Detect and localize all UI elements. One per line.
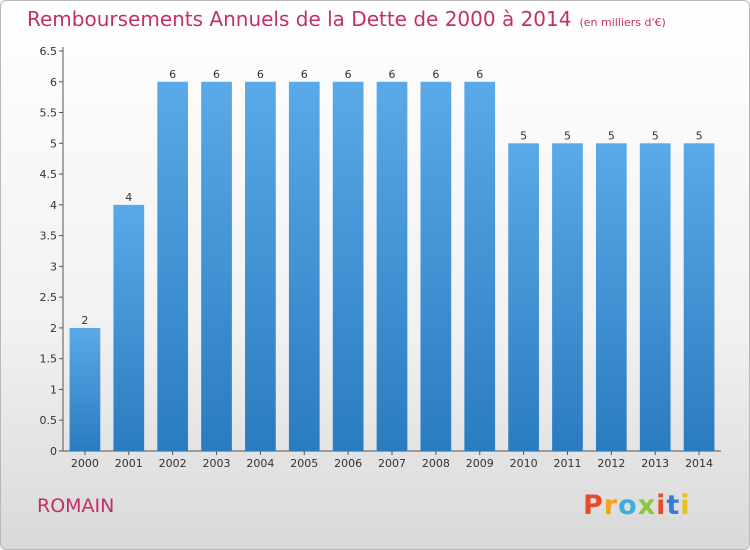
logo-letter: t	[666, 490, 681, 521]
proxiti-logo[interactable]: Proxiti	[583, 490, 691, 521]
bar-2000	[69, 327, 101, 451]
data-label-2014: 5	[696, 129, 703, 142]
chart-title: Remboursements Annuels de la Dette de 20…	[27, 7, 666, 31]
bar-2011	[552, 143, 583, 452]
y-tick-label: 4.5	[40, 168, 58, 181]
data-labels: 2 4 6 6 6 6 6 6 6 6 5 5 5 5 5	[81, 68, 702, 327]
bar-2001	[113, 204, 145, 451]
y-tick-label: 2.5	[40, 291, 58, 304]
data-label-2004: 6	[257, 68, 264, 81]
x-tick-label-2005: 2005	[290, 457, 318, 470]
y-axis: 0 0.5 1 1.5 2 2.5 3 3.5 4 4.5 5 5.5 6 6.5	[40, 45, 64, 458]
x-tick-label-2009: 2009	[466, 457, 494, 470]
x-tick-label-2014: 2014	[685, 457, 713, 470]
bar-2013	[639, 143, 671, 452]
bar-2008	[420, 81, 452, 452]
x-tick-label-2007: 2007	[378, 457, 406, 470]
x-tick-label-2003: 2003	[203, 457, 231, 470]
y-tick-label: 2	[50, 322, 57, 335]
data-label-2005: 6	[301, 68, 308, 81]
bar-2009	[464, 81, 496, 452]
x-tick-label-2011: 2011	[553, 457, 581, 470]
x-axis: 2000 2001 2002 2003 2004 2005 2006 2007 2008 2009…	[63, 450, 721, 470]
y-tick-label: 0.5	[40, 414, 58, 427]
logo-letter: P	[583, 490, 604, 521]
x-tick-label-2008: 2008	[422, 457, 450, 470]
y-tick-label: 5	[50, 137, 57, 150]
data-label-2008: 6	[432, 68, 439, 81]
data-label-2000: 2	[81, 314, 88, 327]
commune-name: ROMAIN	[37, 495, 115, 517]
bar-2006	[332, 81, 364, 452]
bar-2004	[245, 81, 276, 452]
logo-letter: o	[618, 490, 638, 521]
data-label-2002: 6	[169, 68, 176, 81]
bar-2003	[201, 81, 232, 452]
data-label-2006: 6	[345, 68, 352, 81]
data-label-2009: 6	[476, 68, 483, 81]
bar-2014	[683, 143, 715, 452]
data-label-2011: 5	[564, 129, 571, 142]
bar-2012	[595, 143, 627, 452]
x-tick-label-2000: 2000	[71, 457, 99, 470]
y-tick-label: 0	[50, 445, 57, 458]
x-tick-label-2006: 2006	[334, 457, 362, 470]
bar-2005	[288, 81, 320, 452]
x-tick-label-2001: 2001	[115, 457, 143, 470]
data-label-2007: 6	[389, 68, 396, 81]
logo-letter: i	[656, 490, 667, 521]
y-tick-label: 1	[50, 383, 57, 396]
data-label-2001: 4	[125, 191, 132, 204]
x-tick-label-2013: 2013	[641, 457, 669, 470]
chart-subtitle: (en milliers d'€)	[579, 16, 666, 29]
x-tick-label-2004: 2004	[246, 457, 274, 470]
logo-letter: i	[680, 490, 691, 521]
y-tick-label: 4	[50, 199, 57, 212]
logo-letter: x	[637, 490, 657, 521]
y-tick-label: 6	[50, 76, 57, 89]
data-label-2013: 5	[652, 129, 659, 142]
data-label-2012: 5	[608, 129, 615, 142]
bar-2002	[157, 81, 189, 452]
bar-2010	[508, 143, 539, 452]
chart-title-text: Remboursements Annuels de la Dette de 20…	[27, 7, 572, 31]
bar-2007	[376, 81, 408, 452]
bars	[69, 81, 715, 452]
y-tick-label: 3	[50, 260, 57, 273]
y-tick-label: 6.5	[40, 45, 58, 58]
y-tick-label: 3.5	[40, 230, 58, 243]
y-tick-label: 1.5	[40, 353, 58, 366]
data-label-2003: 6	[213, 68, 220, 81]
logo-letter: r	[603, 490, 619, 521]
y-tick-label: 5.5	[40, 107, 58, 120]
x-tick-label-2010: 2010	[510, 457, 538, 470]
data-label-2010: 5	[520, 129, 527, 142]
x-tick-label-2012: 2012	[597, 457, 625, 470]
x-tick-label-2002: 2002	[159, 457, 187, 470]
